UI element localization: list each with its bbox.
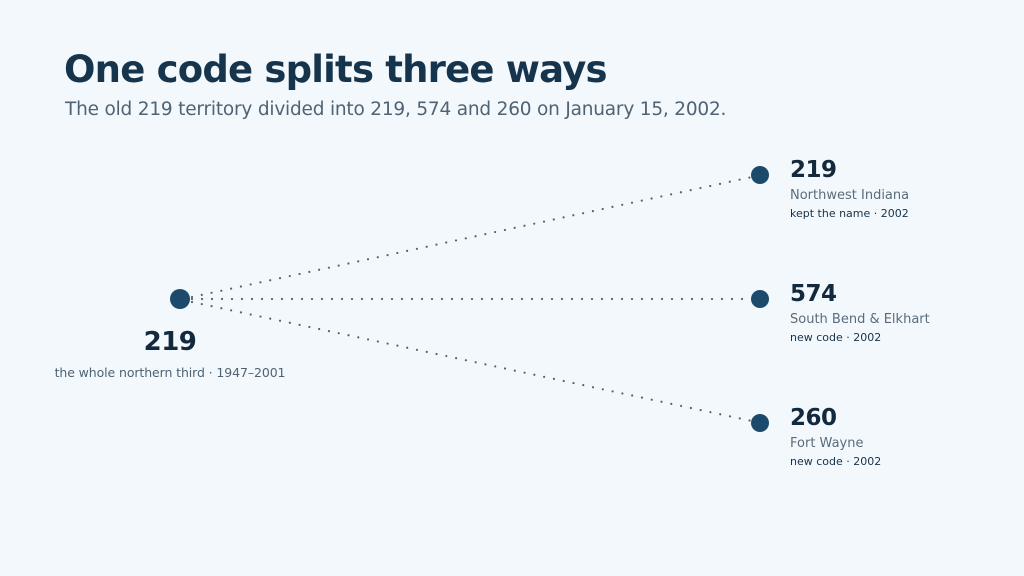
branch-260: 260 Fort Wayne new code · 2002 <box>790 404 1020 469</box>
branch-note-label: new code · 2002 <box>790 331 882 344</box>
branch-node-260 <box>751 414 769 432</box>
branch-note-label: new code · 2002 <box>790 455 882 468</box>
branch-node-574 <box>751 290 769 308</box>
branch-574: 574 South Bend & Elkhart new code · 2002 <box>790 280 1020 345</box>
connector-lines <box>190 175 754 423</box>
branch-code-label: 219 <box>790 157 837 183</box>
branch-note-label: kept the name · 2002 <box>790 207 909 220</box>
origin-code-label: 219 <box>143 327 197 357</box>
page-subtitle: The old 219 territory divided into 219, … <box>65 99 727 120</box>
branch-code-label: 260 <box>790 405 837 431</box>
branch-region-label: Northwest Indiana <box>790 188 910 203</box>
origin-description: the whole northern third · 1947–2001 <box>54 365 286 380</box>
branch-region-label: Fort Wayne <box>790 436 864 451</box>
origin-node <box>170 289 190 309</box>
branch-219: 219 Northwest Indiana kept the name · 20… <box>790 156 1020 221</box>
connector-line-219 <box>190 175 754 299</box>
branch-node-219 <box>751 166 769 184</box>
branch-code-label: 574 <box>790 281 837 307</box>
page-title: One code splits three ways <box>64 48 608 91</box>
connector-line-260 <box>190 300 754 423</box>
branch-region-label: South Bend & Elkhart <box>790 312 930 327</box>
